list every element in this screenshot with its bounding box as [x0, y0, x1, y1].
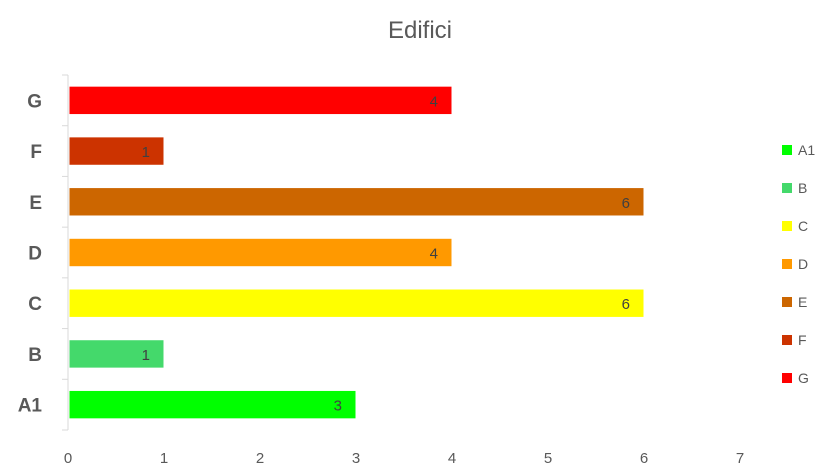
- bar-g: [68, 85, 453, 116]
- bar-b: [68, 339, 165, 369]
- bar-c: [68, 288, 645, 318]
- category-label: E: [29, 193, 42, 214]
- legend-label: E: [798, 294, 807, 310]
- x-tick-label: 6: [640, 450, 648, 466]
- data-label: 6: [622, 296, 630, 313]
- bars: [68, 85, 645, 420]
- legend-swatch: [782, 145, 792, 155]
- bar-a1: [68, 389, 357, 420]
- legend-swatch: [782, 297, 792, 307]
- legend-label: F: [798, 332, 807, 348]
- legend-swatch: [782, 259, 792, 269]
- legend-label: B: [798, 180, 807, 196]
- legend-label: D: [798, 256, 808, 272]
- data-label: 6: [622, 195, 630, 212]
- category-label: B: [28, 345, 42, 366]
- bar-d: [68, 237, 453, 268]
- x-tick-label: 3: [352, 450, 360, 466]
- legend-label: C: [798, 218, 808, 234]
- data-label: 4: [430, 246, 438, 263]
- x-tick-labels: 0 1 2 3 4 5 6 7: [64, 450, 744, 466]
- chart-title: Edifici: [388, 17, 452, 44]
- category-label: G: [27, 91, 42, 112]
- bar-f: [68, 136, 165, 166]
- x-tick-label: 0: [64, 450, 72, 466]
- data-label: 3: [334, 398, 342, 415]
- data-label: 1: [142, 347, 150, 364]
- category-label: A1: [18, 396, 43, 417]
- category-labels: A1 B C D E F G: [18, 91, 43, 416]
- x-tick-label: 1: [160, 450, 168, 466]
- bar-e: [68, 187, 645, 217]
- category-ticks: [62, 74, 68, 431]
- legend-swatch: [782, 373, 792, 383]
- x-tick-label: 5: [544, 450, 552, 466]
- legend-label: G: [798, 370, 809, 386]
- data-label: 1: [142, 144, 150, 161]
- data-labels: 3 1 6 4 6 1 4: [142, 93, 630, 414]
- legend-label: A1: [798, 142, 815, 158]
- legend-swatch: [782, 221, 792, 231]
- x-tick-label: 2: [256, 450, 264, 466]
- category-label: D: [28, 244, 42, 265]
- legend: A1 B C D E F G: [782, 142, 815, 386]
- legend-swatch: [782, 335, 792, 345]
- legend-swatch: [782, 183, 792, 193]
- category-label: F: [30, 142, 42, 163]
- category-label: C: [28, 294, 42, 315]
- x-tick-label: 4: [448, 450, 456, 466]
- x-tick-label: 7: [736, 450, 744, 466]
- data-label: 4: [430, 93, 438, 110]
